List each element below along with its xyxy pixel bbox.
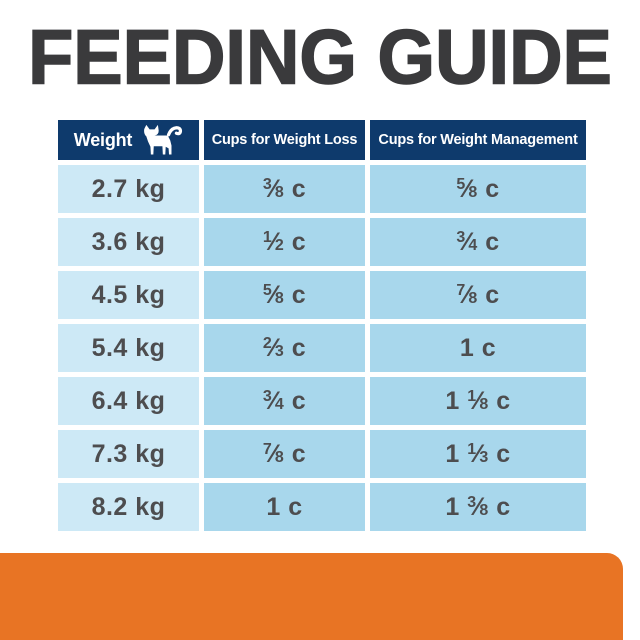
weight-loss-value: 5⁄8 c <box>262 280 307 309</box>
weight-management-value: 1 1⁄8 c <box>445 386 511 415</box>
page-title: FEEDING GUIDE <box>27 13 612 101</box>
weight-management-cell: 1 3⁄8 c <box>370 483 586 531</box>
weight-value: 2.7 kg <box>91 174 166 203</box>
weight-loss-cell: 2⁄3 c <box>204 324 365 372</box>
weight-value: 5.4 kg <box>91 333 166 362</box>
weight-loss-value: 1 c <box>266 492 303 521</box>
feeding-table: Weight Cups for Weight Loss Cups for Wei… <box>58 120 586 531</box>
weight-management-cell: 7⁄8 c <box>370 271 586 319</box>
weight-management-cell: 1 1⁄8 c <box>370 377 586 425</box>
weight-loss-cell: 1⁄2 c <box>204 218 365 266</box>
weight-loss-cell: 3⁄8 c <box>204 165 365 213</box>
weight-loss-value: 1⁄2 c <box>262 227 307 256</box>
weight-management-value: 1 c <box>459 333 497 362</box>
cat-icon <box>141 124 183 157</box>
weight-loss-value: 7⁄8 c <box>262 439 307 468</box>
weight-value: 4.5 kg <box>91 280 166 309</box>
weight-cell: 4.5 kg <box>58 271 199 319</box>
weight-cell: 6.4 kg <box>58 377 199 425</box>
weight-loss-value: 3⁄4 c <box>262 386 307 415</box>
weight-management-value: 1 1⁄3 c <box>445 439 511 468</box>
weight-loss-value: 3⁄8 c <box>262 174 307 203</box>
weight-cell: 8.2 kg <box>58 483 199 531</box>
column-header-weight-management: Cups for Weight Management <box>370 120 586 160</box>
column-header-weight: Weight <box>58 120 199 160</box>
weight-management-cell: 3⁄4 c <box>370 218 586 266</box>
weight-loss-value: 2⁄3 c <box>262 333 307 362</box>
weight-management-cell: 5⁄8 c <box>370 165 586 213</box>
weight-management-value: 7⁄8 c <box>456 280 500 309</box>
weight-management-value: 1 3⁄8 c <box>445 492 511 521</box>
column-header-weight-loss: Cups for Weight Loss <box>204 120 365 160</box>
weight-cell: 5.4 kg <box>58 324 199 372</box>
weight-management-value: 5⁄8 c <box>456 174 500 203</box>
weight-cell: 3.6 kg <box>58 218 199 266</box>
weight-loss-cell: 3⁄4 c <box>204 377 365 425</box>
weight-loss-cell: 7⁄8 c <box>204 430 365 478</box>
weight-value: 3.6 kg <box>91 227 166 256</box>
weight-loss-cell: 1 c <box>204 483 365 531</box>
weight-cell: 2.7 kg <box>58 165 199 213</box>
weight-management-value: 3⁄4 c <box>456 227 500 256</box>
orange-accent-bar <box>0 553 623 640</box>
weight-loss-cell: 5⁄8 c <box>204 271 365 319</box>
weight-management-header-label: Cups for Weight Management <box>378 132 578 148</box>
weight-loss-header-label: Cups for Weight Loss <box>211 132 358 148</box>
weight-management-cell: 1 c <box>370 324 586 372</box>
weight-value: 7.3 kg <box>91 439 166 468</box>
weight-management-cell: 1 1⁄3 c <box>370 430 586 478</box>
weight-cell: 7.3 kg <box>58 430 199 478</box>
weight-header-label: Weight <box>73 129 133 150</box>
weight-value: 6.4 kg <box>91 386 166 415</box>
weight-value: 8.2 kg <box>91 492 166 521</box>
